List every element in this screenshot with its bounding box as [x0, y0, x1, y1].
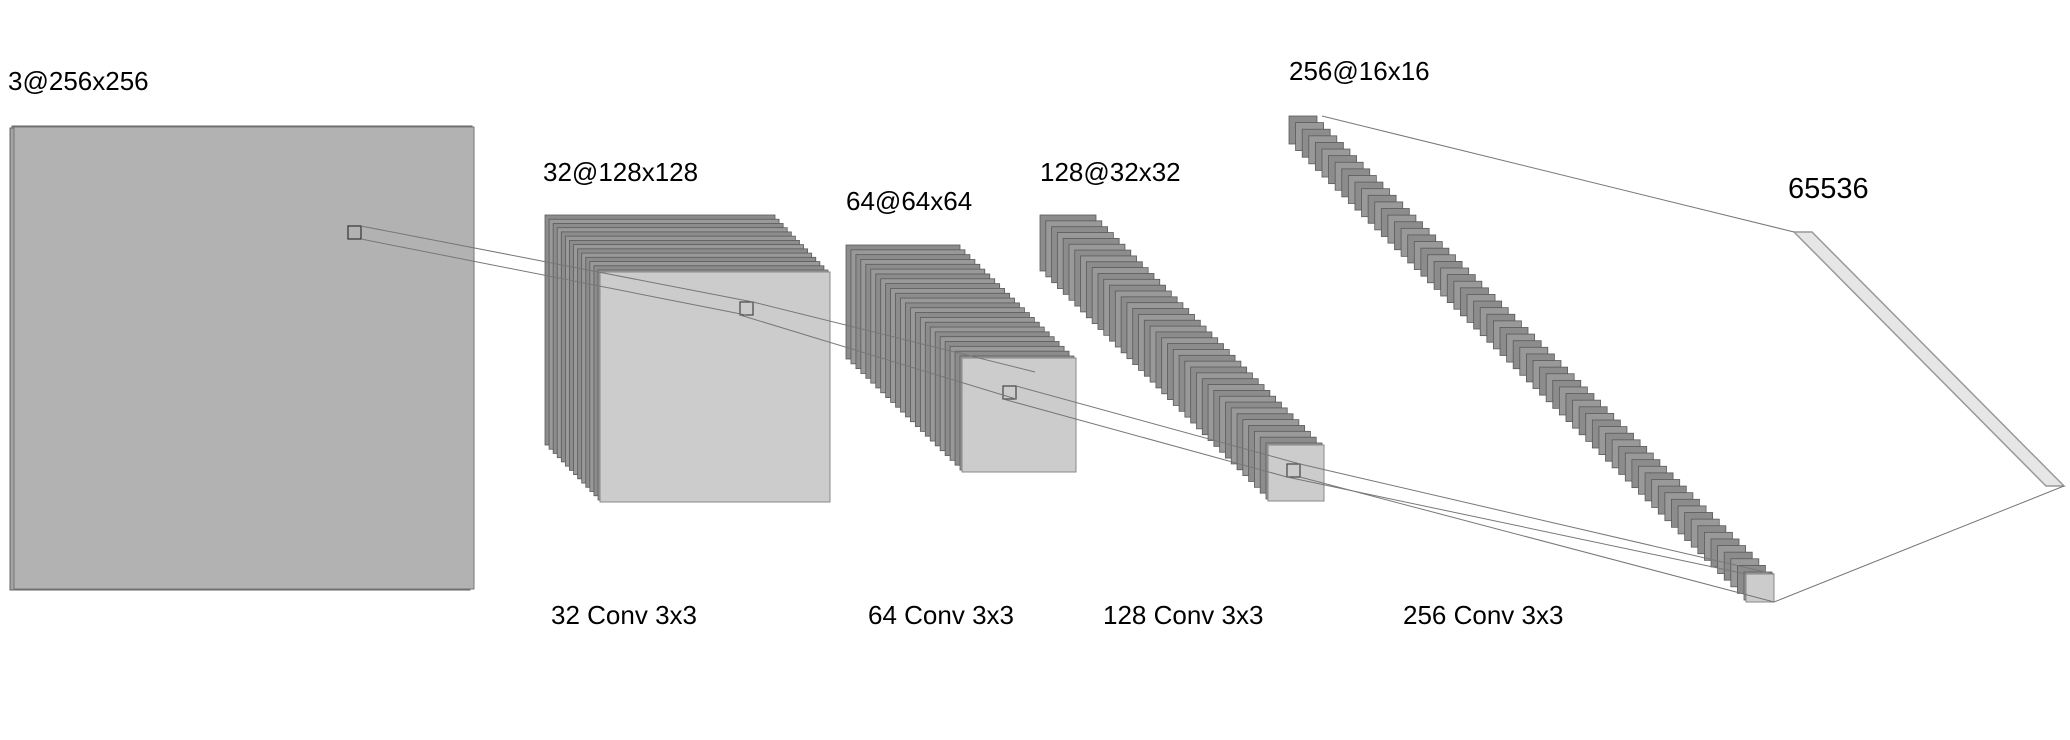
conv3-kernel-window [1286, 463, 1301, 478]
conv4-stack-slices [1288, 115, 1773, 601]
connection-lines [360, 115, 2065, 603]
conv3-op-label: 128 Conv 3x3 [1103, 600, 1263, 630]
conv1-dims-label: 32@128x128 [543, 157, 698, 187]
conv1-front-face [599, 271, 831, 503]
conv3-stack-slices [1039, 214, 1323, 500]
conv1-feature-maps [544, 214, 831, 503]
conv4-feature-maps [1288, 115, 1775, 603]
conv4-front-face [1745, 573, 1775, 603]
dense-layer-bar [1792, 231, 2066, 487]
conv2-front-face [961, 357, 1077, 473]
conv3-feature-maps [1039, 214, 1325, 502]
dense-size-label: 65536 [1788, 173, 1869, 205]
conv3-dims-label: 128@32x32 [1040, 157, 1181, 187]
input-kernel-window [347, 225, 362, 240]
conv4-op-label: 256 Conv 3x3 [1403, 600, 1563, 630]
conv2-op-label: 64 Conv 3x3 [868, 600, 1014, 630]
conv3-front-face [1267, 444, 1325, 502]
conv2-dims-label: 64@64x64 [846, 186, 972, 216]
input-layer [9, 125, 475, 591]
conv4-dims-label: 256@16x16 [1289, 56, 1430, 86]
conv1-kernel-window [739, 301, 754, 316]
conv1-op-label: 32 Conv 3x3 [551, 600, 697, 630]
conv2-kernel-window [1002, 385, 1017, 400]
input-dims-label: 3@256x256 [8, 66, 149, 96]
conv2-feature-maps [845, 244, 1077, 473]
